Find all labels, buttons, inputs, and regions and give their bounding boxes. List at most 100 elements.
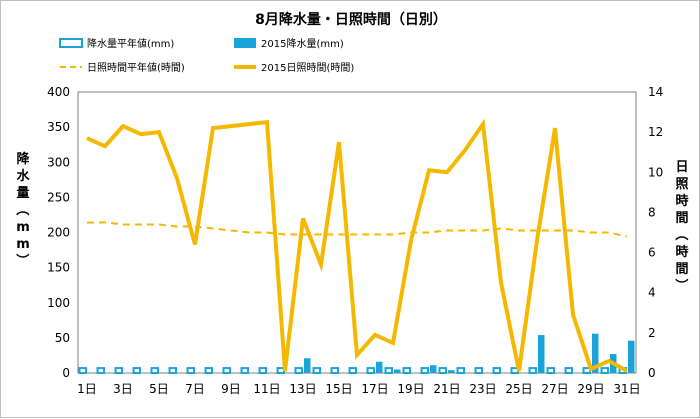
right-axis-title-char: 日	[675, 160, 688, 175]
normal-precip-bar	[186, 367, 196, 374]
right-tick-label: 6	[648, 246, 656, 260]
x-tick-label: 27日	[541, 382, 568, 396]
x-axis-ticks: 1日 3日 5日 7日 9日 11日 13日 15日 17日 19日 21日 23日 25日 27日 29日…	[77, 382, 640, 396]
x-tick-label: 23日	[469, 382, 496, 396]
legend: 降水量平年値(mm) 2015降水量(mm) 日照時間平年値(時間) 2015日…	[59, 37, 354, 74]
left-tick-label: 200	[47, 226, 70, 240]
right-tick-label: 2	[648, 326, 656, 340]
x-tick-label: 5日	[149, 382, 169, 396]
left-tick-label: 400	[47, 85, 70, 99]
left-tick-label: 350	[47, 120, 70, 134]
precip-2015-bar	[448, 370, 455, 373]
precip-2015-bar	[538, 335, 545, 373]
right-tick-label: 14	[648, 85, 663, 99]
x-tick-label: 7日	[185, 382, 205, 396]
left-tick-label: 250	[47, 190, 70, 204]
right-tick-label: 12	[648, 125, 663, 139]
normal-precip-bar	[222, 367, 232, 374]
left-tick-label: 150	[47, 261, 70, 275]
normal-precip-bar	[474, 367, 483, 374]
right-axis-title-char: 照	[675, 177, 688, 192]
x-tick-label: 3日	[113, 382, 133, 396]
right-tick-label: 4	[648, 286, 656, 300]
x-tick-label: 17日	[361, 382, 388, 396]
normal-precip-bar	[132, 367, 142, 374]
normal-precip-bar	[168, 367, 178, 374]
legend-2015-precip-label: 2015降水量(mm)	[261, 37, 344, 50]
precip-2015-bar	[394, 369, 401, 373]
normal-precip-bar	[492, 367, 501, 374]
normal-precip-bar	[258, 367, 267, 374]
normal-precip-bar	[438, 367, 447, 374]
normal-precip-bar	[546, 367, 556, 374]
precip-2015-bar	[376, 361, 383, 373]
left-axis-title-char: m	[16, 220, 30, 235]
chart-title: 8月降水量・日照時間（日別）	[255, 11, 447, 28]
normal-precip-bar	[348, 367, 357, 374]
right-tick-label: 8	[648, 205, 656, 219]
sunshine-2015-line	[86, 118, 628, 373]
left-tick-label: 50	[55, 331, 70, 345]
x-tick-label: 1日	[77, 382, 97, 396]
x-tick-label: 15日	[325, 382, 352, 396]
normal-precip-bar	[204, 367, 214, 374]
left-axis-title-char: ）	[14, 253, 30, 266]
x-tick-label: 21日	[433, 382, 460, 396]
left-tick-label: 300	[47, 155, 70, 169]
legend-normal-precip-swatch	[59, 38, 83, 48]
normal-precip-bar	[384, 367, 393, 374]
x-tick-label: 13日	[289, 382, 316, 396]
x-tick-label: 9日	[221, 382, 241, 396]
right-axis-title: 日照時間（時間）	[673, 160, 689, 292]
right-tick-label: 0	[648, 366, 656, 380]
legend-2015-precip-swatch	[234, 38, 256, 48]
x-tick-label: 19日	[397, 382, 424, 396]
precip-2015-bar	[628, 340, 635, 373]
right-axis-title-char: 時	[675, 244, 688, 260]
normal-precip-bar	[600, 367, 610, 374]
x-tick-label: 29日	[577, 382, 604, 396]
normal-precip-bar	[330, 367, 339, 374]
right-axis-ticks: 0 2 4 6 8 10 12 14	[648, 85, 663, 380]
normal-precip-bar	[78, 367, 87, 374]
left-axis-title-char: 量	[16, 186, 29, 201]
right-axis-title-char: 間	[675, 211, 688, 226]
right-axis-title-char: 時	[675, 193, 688, 209]
normal-precip-bar	[294, 367, 303, 374]
normal-precip-bar	[528, 367, 538, 374]
precip-2015-bar	[430, 365, 437, 373]
left-tick-label: 0	[62, 366, 70, 380]
left-axis-title-char: m	[16, 237, 30, 252]
x-tick-label: 25日	[505, 382, 532, 396]
legend-normal-sunshine-label: 日照時間平年値(時間)	[87, 61, 185, 74]
left-axis-title-char: （	[14, 202, 30, 215]
normal-precip-bar	[564, 367, 574, 374]
normal-precip-bar	[150, 367, 160, 374]
right-axis-title-char: 間	[675, 262, 688, 277]
precip-2015-bar	[304, 358, 311, 373]
normal-precip-bar	[240, 367, 250, 374]
normal-sunshine-line	[87, 221, 628, 238]
normal-precip-bar	[312, 367, 321, 374]
normal-precip-bar	[456, 367, 465, 374]
lines-layer	[86, 118, 628, 373]
x-tick-label: 31日	[613, 382, 640, 396]
left-axis-title-char: 降	[16, 151, 30, 167]
precip-2015-bar	[592, 333, 599, 373]
normal-precip-bar	[114, 367, 123, 374]
right-tick-label: 10	[648, 165, 663, 179]
left-axis-title-char: 水	[16, 168, 30, 184]
normal-precip-bar	[366, 367, 375, 374]
left-axis-ticks: 0 50 100 150 200 250 300 350 400	[47, 85, 70, 380]
normal-precip-bar	[96, 367, 105, 374]
right-axis-title-char: （	[673, 227, 689, 240]
left-axis-title: 降水量（mm）	[14, 151, 30, 267]
x-tick-label: 11日	[253, 382, 280, 396]
plot-area	[77, 91, 637, 374]
left-tick-label: 100	[47, 296, 70, 310]
legend-normal-precip-label: 降水量平年値(mm)	[87, 37, 174, 50]
normal-precip-bar	[402, 367, 411, 374]
legend-2015-sunshine-label: 2015日照時間(時間)	[261, 62, 354, 74]
